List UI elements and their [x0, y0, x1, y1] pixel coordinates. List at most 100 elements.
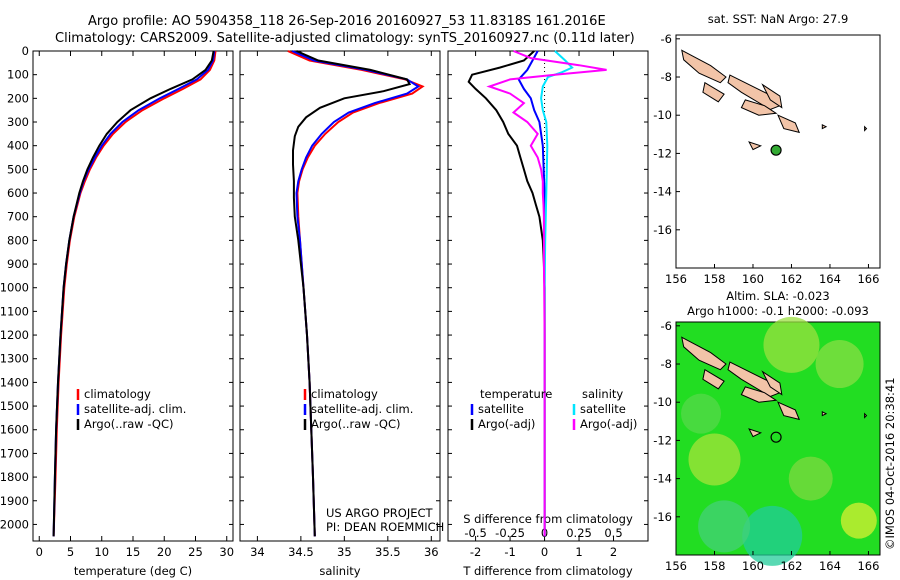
y-tick-label: 1100: [0, 304, 29, 318]
map-title: sat. SST: NaN Argo: 27.9: [708, 12, 849, 26]
title-line1: Argo profile: AO 5904358_118 26-Sep-2016…: [88, 14, 606, 29]
y-tick-label: 300: [7, 115, 29, 129]
map-subtitle: Argo h1000: -0.1 h2000: -0.093: [687, 304, 869, 318]
island-shape: [748, 428, 763, 438]
x-tick-label: 30: [219, 545, 234, 559]
series-argo: [52, 50, 215, 537]
island-shape: [777, 114, 801, 134]
y-tick-label: -8: [661, 357, 672, 371]
x-tick-label: 20: [157, 545, 172, 559]
x-tick-label: 156: [665, 272, 687, 286]
x-tick-label: 0: [36, 545, 43, 559]
x-tick-label: 162: [780, 559, 802, 573]
x-axis-label: salinity: [319, 564, 360, 578]
legend-label: climatology: [311, 387, 378, 401]
y-tick-label: 1000: [0, 281, 29, 295]
y-tick-label: 1900: [0, 494, 29, 508]
x-tick-label: 34.5: [288, 545, 314, 559]
y-tick-label: -10: [653, 108, 672, 122]
sla-heat-cell: [763, 316, 820, 373]
x-tick-label: 0: [541, 545, 548, 559]
legend-label: satellite: [478, 402, 524, 416]
x-axis-label: T difference from climatology: [462, 564, 633, 578]
legend-title: salinity: [582, 387, 623, 401]
x-tick-label: 166: [857, 559, 879, 573]
island-shape: [702, 368, 725, 390]
island-shape: [748, 141, 763, 151]
x-tick-label: 2: [610, 545, 617, 559]
s-tick-label: 0.25: [566, 526, 592, 540]
s-tick-label: -0.25: [495, 526, 525, 540]
island-shape: [681, 336, 727, 371]
series-argo_s: [486, 50, 607, 537]
s-axis-label: S difference from climatology: [463, 512, 633, 526]
y-tick-label: -14: [653, 185, 672, 199]
island-shape: [864, 412, 868, 419]
y-tick-label: 1400: [0, 375, 29, 389]
y-tick-label: 1800: [0, 470, 29, 484]
sla-heat-cell: [788, 456, 833, 501]
y-tick-label: 500: [7, 162, 29, 176]
island-shape: [821, 410, 828, 417]
annotation: PI: DEAN ROEMMICH: [326, 520, 444, 534]
y-tick-label: 800: [7, 233, 29, 247]
argo-float-marker: [770, 431, 782, 443]
y-tick-label: 600: [7, 186, 29, 200]
legend-label: climatology: [84, 387, 151, 401]
argo-float-marker: [770, 144, 782, 156]
y-tick-label: -16: [653, 223, 672, 237]
x-tick-label: 158: [704, 272, 726, 286]
x-tick-label: 25: [188, 545, 203, 559]
legend-label: Argo(-adj): [478, 417, 535, 431]
y-tick-label: -10: [653, 395, 672, 409]
x-tick-label: 162: [780, 272, 802, 286]
sla-heat-cell: [815, 340, 864, 389]
x-tick-label: 160: [742, 559, 764, 573]
x-tick-label: 166: [857, 272, 879, 286]
x-tick-label: 35: [337, 545, 352, 559]
y-tick-label: 400: [7, 139, 29, 153]
x-tick-label: 10: [94, 545, 109, 559]
s-tick-label: -0.5: [464, 526, 486, 540]
island-shape: [702, 81, 725, 103]
island-shape: [777, 401, 801, 421]
y-tick-label: -6: [661, 319, 672, 333]
y-tick-label: -8: [661, 70, 672, 84]
y-tick-label: 1300: [0, 352, 29, 366]
x-tick-label: 15: [126, 545, 141, 559]
y-tick-label: -16: [653, 510, 672, 524]
y-tick-label: 0: [22, 44, 29, 58]
legend-label: Argo(..raw -QC): [311, 417, 401, 431]
difference-profile-frame: [447, 50, 649, 542]
sla-heat-cell: [840, 502, 877, 539]
sla-heat-cell: [698, 500, 751, 553]
legend-label: satellite: [580, 402, 626, 416]
x-tick-label: 164: [819, 559, 841, 573]
y-tick-label: -6: [661, 32, 672, 46]
y-tick-label: 900: [7, 257, 29, 271]
x-tick-label: 5: [67, 545, 74, 559]
x-tick-label: -1: [504, 545, 515, 559]
y-tick-label: 200: [7, 91, 29, 105]
island-shape: [761, 370, 783, 396]
legend-label: Argo(-adj): [580, 417, 637, 431]
y-tick-label: 1500: [0, 399, 29, 413]
x-tick-label: 35.5: [375, 545, 401, 559]
legend-label: satellite-adj. clim.: [311, 402, 413, 416]
x-tick-label: 164: [819, 272, 841, 286]
x-tick-label: 156: [665, 559, 687, 573]
legend-label: Argo(..raw -QC): [84, 417, 174, 431]
sla-heat-cell: [742, 505, 803, 566]
x-tick-label: 34: [250, 545, 265, 559]
series-argo: [292, 50, 412, 537]
y-tick-label: -12: [653, 146, 672, 160]
title-line2: Climatology: CARS2009. Satellite-adjuste…: [55, 31, 635, 46]
island-shape: [821, 123, 828, 130]
y-tick-label: 100: [7, 68, 29, 82]
y-tick-label: -12: [653, 433, 672, 447]
island-shape: [740, 99, 778, 116]
y-tick-label: 1600: [0, 423, 29, 437]
salinity-profile-frame: [239, 50, 441, 542]
x-tick-label: 160: [742, 272, 764, 286]
